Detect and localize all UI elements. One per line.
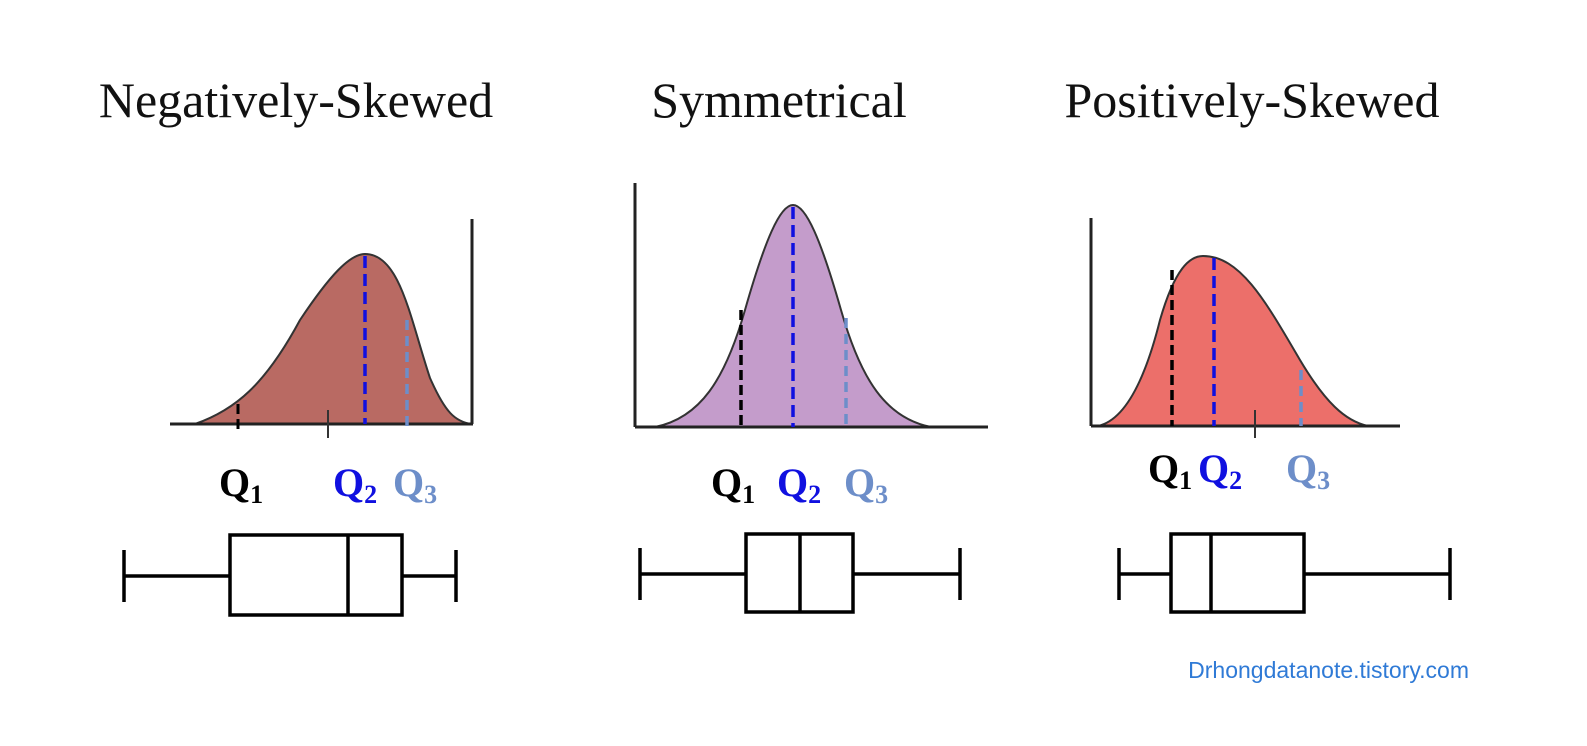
iqr-box [1169,532,1306,614]
box-plot [1117,532,1452,614]
q2-label: Q2 [1198,446,1242,495]
panel-symmetrical: Symmetrical Q1 Q2 Q3 [633,72,988,614]
distribution-curve [1097,254,1369,427]
q3-label: Q3 [844,460,888,509]
panel-title: Positively-Skewed [1065,72,1440,128]
q2-label: Q2 [777,460,821,509]
box-plot [638,532,962,614]
panel-negatively-skewed: Negatively-Skewed Q1 Q2 Q3 [99,72,493,617]
q3-label: Q3 [393,460,437,509]
panel-positively-skewed: Positively-Skewed Q1 Q2 Q3 [1065,72,1452,614]
q1-label: Q1 [1148,446,1192,495]
q1-label: Q1 [219,460,263,509]
panel-title: Symmetrical [651,72,907,128]
panel-title: Negatively-Skewed [99,72,493,128]
q2-label: Q2 [333,460,377,509]
q1-label: Q1 [711,460,755,509]
box-plot [122,533,458,617]
q3-label: Q3 [1286,446,1330,495]
credit-text: Drhongdatanote.tistory.com [1188,657,1469,683]
distribution-curve [194,252,473,425]
iqr-box [228,533,404,617]
